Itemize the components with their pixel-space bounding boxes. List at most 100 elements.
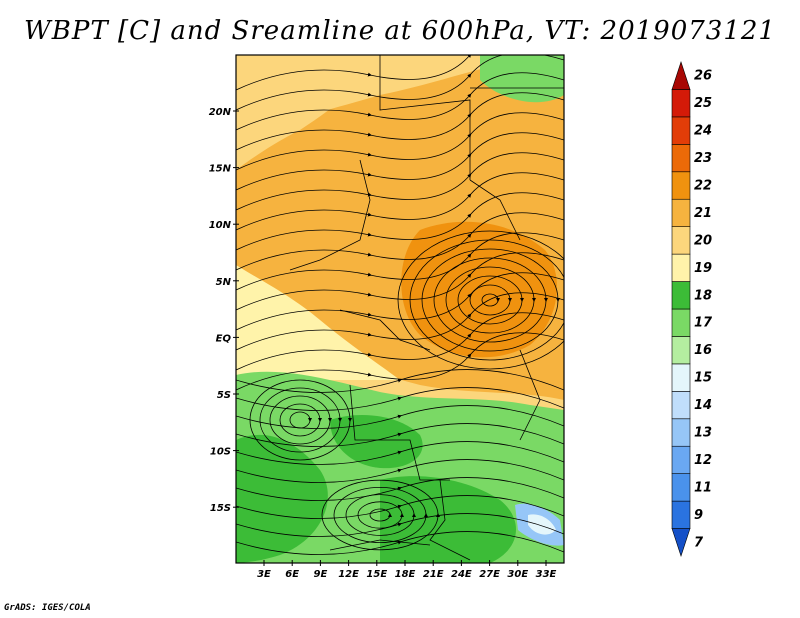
streamline bbox=[481, 293, 500, 307]
colorbar: 7 9 11 12 13 14 15 16 17 18 19 20 21 22 23 24 25 26 bbox=[671, 61, 713, 557]
streamline bbox=[469, 284, 512, 316]
streamline bbox=[236, 405, 564, 429]
field-light-west bbox=[236, 55, 380, 170]
streamline bbox=[249, 379, 352, 461]
streamline bbox=[269, 395, 332, 445]
lon-tick-label: 24E bbox=[451, 569, 472, 580]
colorbar-segment bbox=[671, 336, 691, 365]
colorbar-segment bbox=[671, 226, 691, 255]
lat-tick-label: 20N bbox=[209, 107, 232, 118]
colorbar-segment bbox=[671, 445, 691, 474]
field-darkgreen-sw bbox=[236, 434, 328, 563]
colorbar-label: 7 bbox=[694, 535, 704, 550]
colorbar-label: 15 bbox=[694, 371, 712, 386]
lat-tick-label: 15S bbox=[210, 503, 231, 514]
field-yellow-coast bbox=[236, 265, 400, 380]
colorbar-segment bbox=[671, 308, 691, 337]
colorbar-top-triangle bbox=[671, 61, 691, 90]
streamline bbox=[421, 248, 560, 352]
streamline bbox=[279, 403, 322, 437]
streamline bbox=[236, 513, 564, 537]
colorbar-segment bbox=[671, 253, 691, 282]
colorbar-label: 26 bbox=[694, 69, 712, 84]
lon-tick-label: 6E bbox=[285, 569, 299, 580]
colorbar-label: 17 bbox=[694, 316, 713, 331]
colorbar-segment bbox=[671, 418, 691, 447]
streamline bbox=[333, 487, 428, 543]
streamline bbox=[397, 230, 564, 370]
streamline bbox=[236, 423, 564, 447]
lon-tick-label: 9E bbox=[314, 569, 328, 580]
streamline bbox=[457, 275, 524, 325]
lat-tick-label: 5S bbox=[217, 390, 231, 401]
colorbar-label: 23 bbox=[694, 151, 712, 166]
colorbar-segment bbox=[671, 391, 691, 420]
colorbar-segment bbox=[671, 89, 691, 118]
streamline bbox=[236, 332, 564, 391]
lon-tick-label: 12E bbox=[338, 569, 359, 580]
colorbar-label: 9 bbox=[694, 508, 703, 523]
streamline bbox=[357, 501, 404, 529]
footer-credit: GrADS: IGES/COLA bbox=[4, 603, 91, 613]
lon-tick-label: 27E bbox=[479, 569, 500, 580]
streamline bbox=[289, 411, 312, 429]
field-green-nw bbox=[480, 55, 564, 103]
colorbar-label: 25 bbox=[694, 96, 712, 111]
streamline bbox=[236, 477, 564, 501]
colorbar-label: 19 bbox=[694, 261, 712, 276]
colorbar-label: 20 bbox=[694, 233, 712, 248]
streamlines bbox=[236, 55, 564, 555]
borders bbox=[289, 55, 564, 561]
lon-tick-label: 3E bbox=[257, 569, 271, 580]
lon-tick-label: 33E bbox=[536, 569, 557, 580]
colorbar-label: 24 bbox=[694, 124, 712, 139]
colorbar-label: 16 bbox=[694, 343, 712, 358]
colorbar-segment bbox=[671, 144, 691, 173]
colorbar-label: 22 bbox=[694, 179, 712, 194]
lat-tick-label: 10N bbox=[209, 220, 232, 231]
streamline bbox=[236, 495, 564, 519]
colorbar-segment bbox=[671, 473, 691, 502]
lat-tick-label: EQ bbox=[216, 333, 232, 344]
map-title: WBPT [C] and Sreamline at 600hPa, VT: 20… bbox=[24, 16, 776, 46]
colorbar-label: 18 bbox=[694, 288, 712, 303]
field-darkgreen-c bbox=[330, 415, 423, 469]
streamline bbox=[321, 479, 440, 551]
colorbar-label: 13 bbox=[694, 426, 712, 441]
colorbar-segment bbox=[671, 363, 691, 392]
streamline bbox=[236, 369, 564, 393]
colorbar-segment bbox=[671, 116, 691, 145]
shaded-field bbox=[236, 55, 564, 563]
streamline bbox=[345, 494, 416, 536]
streamline bbox=[236, 441, 564, 465]
field-dark-orange bbox=[401, 221, 557, 358]
colorbar-label: 14 bbox=[694, 398, 712, 413]
streamline bbox=[409, 239, 564, 361]
colorbar-segment bbox=[671, 171, 691, 200]
lon-tick-label: 30E bbox=[507, 569, 528, 580]
streamline bbox=[236, 459, 564, 483]
streamline bbox=[369, 508, 392, 522]
latitude-axis: 20N 15N 10N 5N EQ 5S 10S 15S bbox=[209, 107, 239, 514]
colorbar-segment bbox=[671, 198, 691, 227]
lon-tick-label: 18E bbox=[395, 569, 416, 580]
colorbar-label: 21 bbox=[694, 206, 712, 221]
field-white-lake bbox=[528, 514, 556, 535]
lon-tick-label: 15E bbox=[366, 569, 387, 580]
colorbar-bottom-triangle bbox=[671, 528, 691, 557]
streamline bbox=[433, 257, 548, 343]
field-darkgreen-se bbox=[380, 476, 517, 563]
lat-tick-label: 10S bbox=[210, 447, 231, 458]
colorbar-label: 12 bbox=[694, 453, 712, 468]
streamline bbox=[259, 387, 342, 453]
lon-tick-label: 21E bbox=[423, 569, 444, 580]
longitude-axis: 3E 6E 9E 12E 15E 18E 21E 24E 27E 30E 33E bbox=[257, 560, 557, 580]
lat-tick-label: 15N bbox=[209, 164, 232, 175]
lat-tick-label: 5N bbox=[216, 277, 232, 288]
streamline bbox=[236, 387, 564, 411]
streamline bbox=[445, 266, 536, 334]
colorbar-label: 11 bbox=[694, 480, 712, 495]
plot-frame bbox=[235, 54, 565, 564]
colorbar-segment bbox=[671, 281, 691, 310]
